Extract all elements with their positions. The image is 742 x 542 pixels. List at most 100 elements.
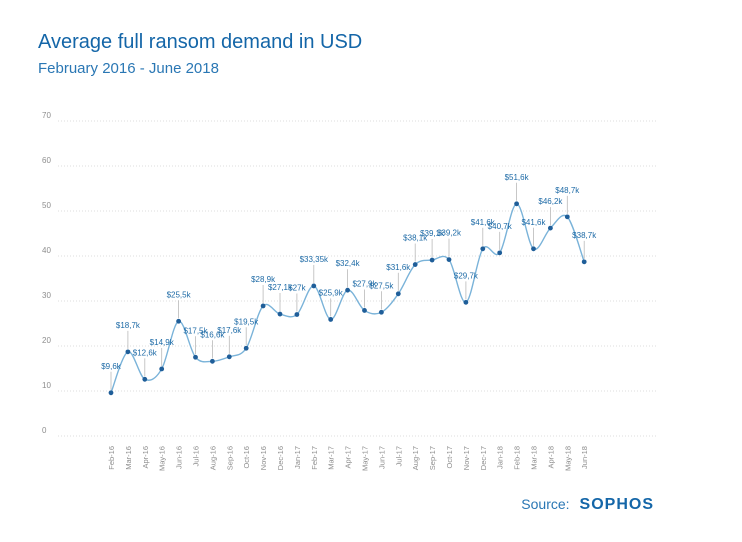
data-label: $12,6k xyxy=(133,348,158,357)
data-label: $25,5k xyxy=(167,290,192,299)
sophos-logo: SOPHOS xyxy=(579,496,654,513)
data-label: $25,9k xyxy=(319,288,344,297)
x-tick-label: Aug-16 xyxy=(208,446,217,470)
x-tick-label: May-18 xyxy=(563,446,572,471)
data-point xyxy=(412,262,418,267)
data-label: $18,7k xyxy=(116,321,141,330)
data-label: $38,1k xyxy=(403,234,428,243)
x-tick-label: Jun-17 xyxy=(377,446,386,469)
data-label: $17,5k xyxy=(183,326,208,335)
x-tick-label: Nov-17 xyxy=(462,446,471,470)
data-label: $48,7k xyxy=(555,186,580,195)
data-label: $41,6k xyxy=(521,218,546,227)
data-point xyxy=(379,309,384,315)
y-tick-label: 30 xyxy=(42,291,51,300)
data-label: $17,6k xyxy=(217,326,242,335)
data-point xyxy=(277,311,283,317)
data-label: $27k xyxy=(288,284,306,293)
source-footer: Source: SOPHOS xyxy=(521,496,654,514)
x-tick-label: Sep-17 xyxy=(428,446,437,470)
data-point xyxy=(548,225,553,231)
x-tick-label: Nov-16 xyxy=(259,446,268,470)
data-point xyxy=(108,390,114,396)
data-point xyxy=(311,283,317,289)
y-tick-label: 70 xyxy=(42,111,51,120)
y-tick-label: 20 xyxy=(42,336,51,345)
data-point xyxy=(429,257,435,263)
y-tick-label: 60 xyxy=(42,156,51,165)
data-point xyxy=(294,312,300,317)
data-label: $39,1k xyxy=(420,229,445,238)
x-tick-label: Apr-17 xyxy=(344,446,353,469)
x-tick-label: Oct-17 xyxy=(445,446,454,469)
data-point xyxy=(514,201,519,207)
data-label: $31,6k xyxy=(386,263,411,272)
x-tick-label: Oct-16 xyxy=(242,446,251,469)
data-point xyxy=(193,354,198,360)
x-tick-label: Sep-16 xyxy=(225,446,234,470)
x-tick-label: Jul-16 xyxy=(192,446,201,466)
data-point xyxy=(243,345,249,351)
data-point xyxy=(497,250,503,256)
chart-title: Average full ransom demand in USD xyxy=(38,31,363,53)
data-point xyxy=(564,214,570,220)
x-tick-label: Jul-17 xyxy=(394,446,403,466)
data-point xyxy=(260,303,266,309)
chart-subtitle: February 2016 - June 2018 xyxy=(38,60,219,77)
data-point xyxy=(176,318,182,324)
data-label: $9,6k xyxy=(101,362,122,371)
data-label: $40,7k xyxy=(488,222,513,231)
data-label: $39,2k xyxy=(437,229,462,238)
data-point xyxy=(463,299,469,305)
data-point xyxy=(142,376,148,382)
data-point xyxy=(362,308,367,313)
x-tick-label: Jan-18 xyxy=(496,446,505,469)
y-tick-label: 10 xyxy=(42,381,51,390)
data-label: $27,1k xyxy=(268,283,293,292)
x-tick-label: May-16 xyxy=(158,446,167,471)
x-tick-label: Jun-16 xyxy=(175,446,184,469)
data-point xyxy=(531,246,536,252)
data-label: $28,9k xyxy=(251,275,276,284)
data-point xyxy=(328,317,334,322)
x-tick-label: Mar-16 xyxy=(124,446,133,470)
data-label: $19,5k xyxy=(234,317,259,326)
x-tick-label: Feb-16 xyxy=(107,446,116,470)
x-tick-label: Feb-17 xyxy=(310,446,319,470)
data-point xyxy=(446,257,452,262)
data-point xyxy=(581,259,587,265)
label-leaders xyxy=(110,182,585,390)
data-label: $51,6k xyxy=(505,173,530,182)
data-label: $16,6k xyxy=(200,330,225,339)
x-tick-label: Dec-16 xyxy=(276,446,285,470)
x-tick-label: Mar-18 xyxy=(530,446,539,470)
gridlines xyxy=(58,120,656,437)
y-tick-label: 50 xyxy=(42,201,51,210)
y-tick-label: 40 xyxy=(42,246,51,255)
data-point xyxy=(395,291,401,297)
data-label: $14,9k xyxy=(150,338,175,347)
x-tick-label: Feb-18 xyxy=(513,446,522,470)
y-tick-label: 0 xyxy=(42,426,47,435)
data-point xyxy=(480,246,486,252)
x-tick-label: Jan-17 xyxy=(293,446,302,469)
data-point xyxy=(226,354,232,360)
data-label: $27,9k xyxy=(352,279,377,288)
data-labels: $9,6k $18,7k $12,6k$14,9k $25,5k $17,5k$16,6… xyxy=(101,173,597,371)
data-label: $46,2k xyxy=(538,197,563,206)
data-label: $41,6k xyxy=(471,218,496,227)
data-label: $32,4k xyxy=(336,259,361,268)
x-tick-label: Mar-17 xyxy=(327,446,336,470)
x-tick-label: Apr-18 xyxy=(546,446,555,469)
x-tick-label: Aug-17 xyxy=(411,446,420,470)
data-label: $33,35k xyxy=(300,255,329,264)
source-label: Source: xyxy=(521,496,570,512)
data-label: $38,7k xyxy=(572,231,597,240)
x-axis-ticks: Feb-16 Mar-16 Apr-16 May-16 Jun-16 Jul-16 Aug-… xyxy=(107,446,589,471)
x-tick-label: Jun-18 xyxy=(580,446,589,469)
x-tick-label: Dec-17 xyxy=(479,446,488,470)
x-tick-label: May-17 xyxy=(361,446,370,471)
y-axis-ticks: 0 10 20 30 40 50 60 70 xyxy=(42,111,51,435)
data-points xyxy=(108,201,587,396)
